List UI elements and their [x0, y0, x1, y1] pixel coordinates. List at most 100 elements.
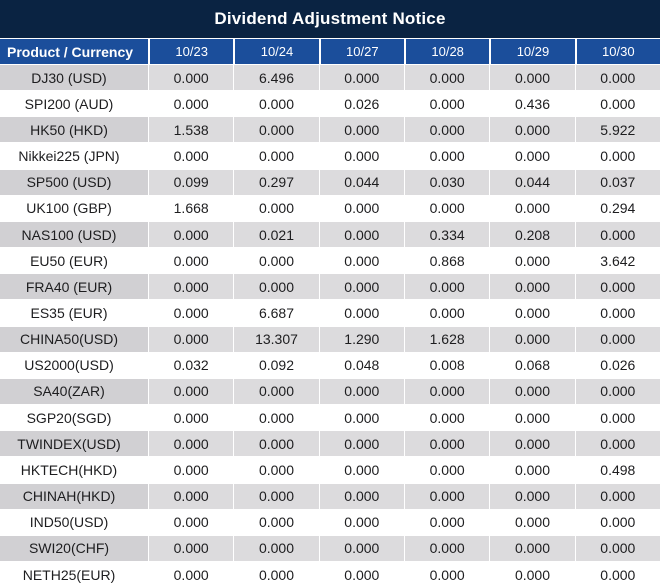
- value-cell: 1.628: [403, 326, 490, 352]
- value-cell: 0.000: [233, 457, 319, 483]
- value-cell: 0.208: [489, 221, 575, 248]
- table-body: DJ30 (USD) 0.000 6.496 0.000 0.000 0.000 0.000…: [0, 64, 660, 587]
- value-cell: 0.037: [574, 169, 660, 195]
- value-cell: 0.000: [233, 91, 319, 117]
- product-cell: CHINA50(USD): [0, 326, 148, 352]
- table-row: SGP20(SGD) 0.000 0.000 0.000 0.000 0.000 0.000: [0, 404, 660, 431]
- value-cell: 0.000: [233, 405, 319, 431]
- product-cell: SPI200 (AUD): [0, 91, 148, 117]
- value-cell: 0.008: [403, 352, 490, 378]
- value-cell: 0.000: [574, 143, 660, 169]
- product-cell: ES35 (EUR): [0, 300, 148, 326]
- product-cell: SWI20(CHF): [0, 535, 148, 561]
- value-cell: 0.000: [148, 378, 234, 405]
- value-cell: 0.000: [318, 509, 404, 535]
- product-cell: FRA40 (EUR): [0, 274, 148, 300]
- value-cell: 0.000: [403, 535, 490, 561]
- value-cell: 6.687: [233, 300, 319, 326]
- value-cell: 0.000: [574, 326, 660, 352]
- value-cell: 0.000: [233, 195, 319, 221]
- value-cell: 0.000: [318, 561, 404, 587]
- value-cell: 0.000: [318, 457, 404, 483]
- product-cell: NAS100 (USD): [0, 221, 148, 248]
- value-cell: 0.000: [574, 91, 660, 117]
- value-cell: 0.000: [489, 143, 575, 169]
- value-cell: 0.000: [489, 65, 575, 91]
- value-cell: 0.000: [574, 300, 660, 326]
- value-cell: 0.026: [574, 352, 660, 378]
- value-cell: 0.000: [403, 431, 490, 457]
- table-row: NETH25(EUR) 0.000 0.000 0.000 0.000 0.000 0.00…: [0, 560, 660, 587]
- value-cell: 0.000: [574, 431, 660, 457]
- product-cell: SP500 (USD): [0, 169, 148, 195]
- value-cell: 0.000: [233, 561, 319, 587]
- value-cell: 0.000: [403, 91, 490, 117]
- value-cell: 0.000: [403, 274, 490, 300]
- column-header-date: 10/29: [489, 39, 575, 64]
- column-header-product-currency: Product / Currency: [0, 39, 148, 64]
- value-cell: 0.000: [489, 378, 575, 405]
- value-cell: 0.000: [233, 483, 319, 509]
- value-cell: 0.000: [233, 509, 319, 535]
- value-cell: 0.000: [233, 535, 319, 561]
- product-cell: EU50 (EUR): [0, 248, 148, 274]
- value-cell: 0.868: [403, 248, 490, 274]
- value-cell: 0.000: [403, 457, 490, 483]
- value-cell: 0.000: [233, 143, 319, 169]
- value-cell: 3.642: [574, 248, 660, 274]
- value-cell: 0.436: [489, 91, 575, 117]
- value-cell: 0.000: [318, 405, 404, 431]
- value-cell: 0.000: [574, 65, 660, 91]
- table-row: UK100 (GBP) 1.668 0.000 0.000 0.000 0.000 0.29…: [0, 194, 660, 221]
- value-cell: 0.297: [233, 169, 319, 195]
- product-cell: HK50 (HKD): [0, 117, 148, 143]
- product-cell: UK100 (GBP): [0, 195, 148, 221]
- value-cell: 0.000: [318, 143, 404, 169]
- page-title: Dividend Adjustment Notice: [0, 0, 660, 39]
- value-cell: 0.000: [148, 248, 234, 274]
- value-cell: 0.000: [318, 274, 404, 300]
- value-cell: 0.000: [148, 535, 234, 561]
- value-cell: 0.000: [403, 143, 490, 169]
- table-row: EU50 (EUR) 0.000 0.000 0.000 0.868 0.000 3.642: [0, 247, 660, 274]
- column-header-date: 10/23: [148, 39, 234, 64]
- value-cell: 1.668: [148, 195, 234, 221]
- value-cell: 0.000: [489, 457, 575, 483]
- table-row: NAS100 (USD) 0.000 0.021 0.000 0.334 0.208 0.0…: [0, 220, 660, 248]
- table-row: TWINDEX(USD) 0.000 0.000 0.000 0.000 0.000 0.0…: [0, 430, 660, 457]
- value-cell: 0.000: [574, 378, 660, 405]
- product-cell: IND50(USD): [0, 509, 148, 535]
- value-cell: 0.000: [148, 221, 234, 248]
- value-cell: 0.000: [574, 221, 660, 248]
- table-row: SA40(ZAR) 0.000 0.000 0.000 0.000 0.000 0.000: [0, 377, 660, 405]
- value-cell: 0.000: [233, 248, 319, 274]
- value-cell: 0.000: [574, 483, 660, 509]
- value-cell: 0.026: [318, 91, 404, 117]
- value-cell: 0.099: [148, 169, 234, 195]
- product-cell: HKTECH(HKD): [0, 457, 148, 483]
- value-cell: 0.000: [403, 405, 490, 431]
- value-cell: 0.000: [148, 65, 234, 91]
- value-cell: 0.000: [403, 378, 490, 405]
- table-row: FRA40 (EUR) 0.000 0.000 0.000 0.000 0.000 0.00…: [0, 273, 660, 300]
- value-cell: 0.000: [489, 300, 575, 326]
- value-cell: 0.000: [148, 326, 234, 352]
- value-cell: 0.000: [233, 431, 319, 457]
- value-cell: 1.290: [318, 326, 404, 352]
- value-cell: 0.000: [233, 117, 319, 143]
- table-row: SPI200 (AUD) 0.000 0.000 0.026 0.000 0.436 0.0…: [0, 90, 660, 117]
- table-row: HKTECH(HKD) 0.000 0.000 0.000 0.000 0.000 0.49…: [0, 456, 660, 483]
- value-cell: 0.044: [318, 169, 404, 195]
- product-cell: TWINDEX(USD): [0, 431, 148, 457]
- value-cell: 6.496: [233, 65, 319, 91]
- value-cell: 0.000: [489, 431, 575, 457]
- value-cell: 0.000: [318, 378, 404, 405]
- value-cell: 0.000: [403, 561, 490, 587]
- value-cell: 0.000: [574, 535, 660, 561]
- value-cell: 0.000: [148, 509, 234, 535]
- value-cell: 0.000: [489, 274, 575, 300]
- product-cell: SA40(ZAR): [0, 378, 148, 405]
- table-row: SP500 (USD) 0.099 0.297 0.044 0.030 0.044 0.03…: [0, 168, 660, 195]
- value-cell: 0.000: [489, 117, 575, 143]
